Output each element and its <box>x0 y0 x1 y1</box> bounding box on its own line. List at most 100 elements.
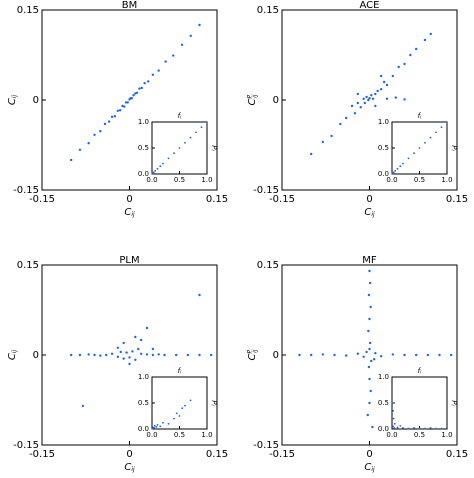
x-tick-label: 1.0 <box>201 431 212 439</box>
point <box>134 358 137 361</box>
point <box>151 347 155 351</box>
point <box>139 338 143 342</box>
point <box>367 365 371 369</box>
x-tick-label: -0.15 <box>269 449 295 460</box>
point <box>116 355 120 358</box>
point <box>372 358 376 361</box>
label-main: f <box>418 112 422 120</box>
y-tick-label: 1.0 <box>138 373 149 381</box>
point <box>402 162 404 165</box>
label-sub: i <box>451 150 456 152</box>
y-tick-label: 0.0 <box>378 425 389 433</box>
label-main: C <box>247 353 258 360</box>
point <box>368 377 371 381</box>
point <box>104 353 108 357</box>
point <box>126 101 129 104</box>
point <box>371 97 375 101</box>
axis-label: Cij <box>364 207 375 218</box>
point <box>350 104 354 108</box>
label-sup: P <box>246 349 253 353</box>
x-tick-label: -0.15 <box>29 194 55 205</box>
point <box>167 157 170 160</box>
point <box>413 427 415 429</box>
label-main: C <box>247 98 258 105</box>
point <box>189 34 192 37</box>
x-tick-label: 0.0 <box>386 176 397 184</box>
x-tick-label: 1.0 <box>441 431 452 439</box>
point <box>87 353 90 356</box>
label-main: C <box>124 462 131 473</box>
y-tick-label: 0.15 <box>257 5 279 16</box>
y-tick-label: 0.5 <box>138 144 149 152</box>
axis-label: Cij <box>364 462 375 473</box>
point <box>374 92 377 96</box>
point <box>449 353 453 357</box>
label-main: C <box>124 207 131 218</box>
point <box>180 43 184 46</box>
point <box>154 169 157 172</box>
x-tick-label: 0.15 <box>206 194 228 205</box>
point <box>116 109 120 113</box>
point <box>426 353 430 357</box>
point <box>368 269 371 273</box>
point <box>157 69 160 72</box>
point <box>365 350 368 354</box>
point <box>298 353 301 357</box>
point <box>368 317 371 321</box>
point <box>409 53 412 57</box>
point <box>146 80 150 83</box>
point <box>366 413 369 417</box>
point <box>162 162 164 165</box>
label-main: f <box>178 112 182 120</box>
point <box>153 424 156 427</box>
point <box>152 171 155 174</box>
point <box>367 329 370 333</box>
point <box>145 353 149 356</box>
label-sub: i <box>180 114 182 119</box>
point <box>151 353 155 357</box>
point <box>440 427 443 430</box>
axis-label: Cij <box>7 95 18 106</box>
label-main: C <box>364 462 371 473</box>
axis-label: Pi <box>210 400 218 406</box>
point <box>370 94 373 97</box>
y-tick-label: 0.15 <box>17 5 39 16</box>
point <box>418 147 421 149</box>
point <box>93 353 96 357</box>
point <box>391 402 394 404</box>
point <box>397 65 400 69</box>
point <box>368 97 371 100</box>
y-tick-label: 1.0 <box>378 373 389 381</box>
y-tick-label: 0.0 <box>138 425 149 433</box>
point <box>413 152 415 155</box>
point <box>87 142 90 145</box>
label-sub: ij <box>371 211 375 218</box>
point <box>379 88 383 91</box>
point <box>124 101 128 104</box>
y-tick-label: 0.15 <box>17 260 39 271</box>
y-tick-label: 0 <box>273 350 279 361</box>
label-sub: i <box>211 405 216 407</box>
x-tick-label: -0.15 <box>269 194 295 205</box>
label-sub: ij <box>131 211 135 218</box>
point <box>403 62 406 66</box>
y-tick-label: 0 <box>273 95 279 106</box>
point <box>162 421 164 424</box>
point <box>122 357 125 360</box>
point <box>184 404 186 407</box>
point <box>173 152 175 155</box>
x-tick-label: 0.0 <box>146 431 157 439</box>
point <box>119 350 122 354</box>
point <box>356 92 360 96</box>
point <box>172 54 175 57</box>
point <box>370 359 373 363</box>
label-sub: i <box>420 369 422 374</box>
point <box>309 353 313 357</box>
point <box>130 97 134 100</box>
axis-label: CPij <box>246 349 258 360</box>
point <box>438 353 441 357</box>
chart-title: ACE <box>360 0 380 11</box>
point <box>424 141 426 144</box>
point <box>344 116 348 120</box>
